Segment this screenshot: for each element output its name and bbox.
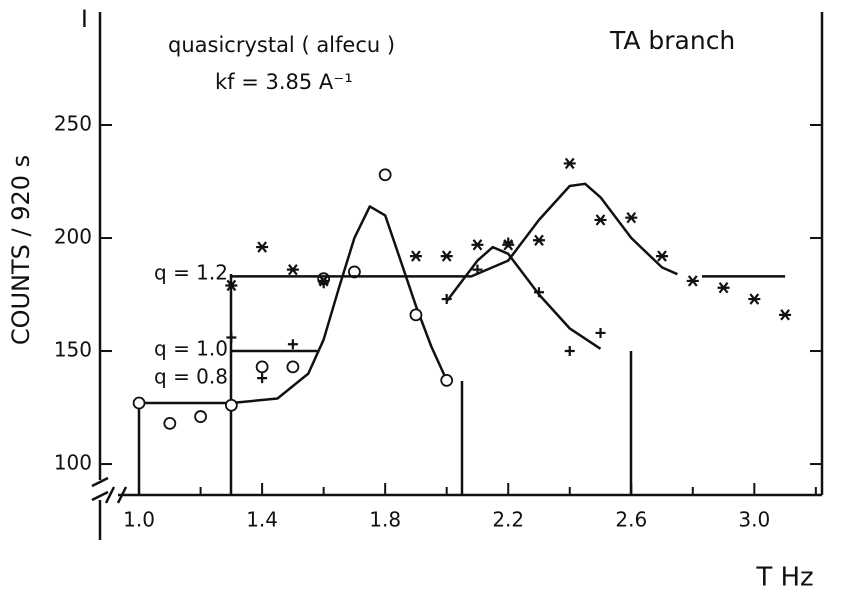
y-tick-label: 250 — [54, 112, 92, 136]
annotation: kf = 3.85 A⁻¹ — [215, 70, 353, 94]
data-point — [224, 398, 238, 412]
guide-lines — [137, 274, 633, 495]
axes-frame — [98, 12, 824, 540]
data-point — [594, 214, 607, 226]
data-point — [409, 250, 422, 262]
data-point — [441, 294, 452, 305]
x-tick-label: 1.0 — [123, 508, 155, 532]
x-tick-label: 2.6 — [615, 508, 647, 532]
data-point — [564, 346, 575, 357]
data-point — [440, 374, 454, 387]
axis-break — [91, 476, 128, 504]
data-point — [686, 275, 699, 287]
annotation: quasicrystal ( alfecu ) — [168, 33, 395, 57]
annotation: TA branch — [609, 26, 735, 55]
data-point — [502, 239, 515, 251]
data-point — [287, 339, 298, 350]
data-point — [317, 275, 330, 287]
data-point — [656, 250, 669, 262]
x-tick-label: 3.0 — [738, 508, 770, 532]
series-label: q = 1.2 — [154, 261, 228, 285]
x-tick-label: 2.2 — [492, 508, 524, 532]
data-point — [625, 211, 638, 224]
data-point — [163, 416, 177, 430]
y-tick-label: 200 — [54, 225, 92, 249]
data-point — [194, 410, 207, 423]
x-axis-label: T Hz — [755, 563, 813, 592]
data-point — [132, 396, 146, 410]
data-point — [409, 308, 423, 322]
data-point — [717, 282, 730, 294]
fit-line — [231, 182, 786, 278]
fit-line — [231, 245, 602, 353]
data-point — [257, 373, 268, 384]
data-point — [440, 250, 453, 262]
data-point — [471, 239, 484, 251]
data-point — [286, 360, 300, 374]
data-point — [532, 234, 545, 246]
x-tick-label: 1.8 — [369, 508, 401, 532]
y-tick-label: 100 — [54, 451, 92, 475]
data-point — [533, 287, 544, 298]
data-point — [226, 332, 237, 343]
x-tick-label: 1.4 — [246, 508, 278, 532]
annotation: I — [81, 5, 88, 33]
fit-line — [139, 205, 448, 405]
data-point — [255, 360, 269, 374]
series-label: q = 1.0 — [154, 337, 228, 361]
data-point — [748, 293, 761, 305]
y-tick-label: 150 — [54, 338, 92, 362]
data-point — [256, 241, 269, 253]
y-axis-label: COUNTS / 920 s — [7, 155, 35, 345]
data-point — [779, 309, 792, 321]
data-point — [225, 279, 238, 292]
data-point — [595, 327, 606, 338]
series-label: q = 0.8 — [154, 365, 228, 389]
data-point — [378, 168, 392, 182]
data-point — [286, 263, 299, 276]
data-point — [563, 157, 576, 170]
